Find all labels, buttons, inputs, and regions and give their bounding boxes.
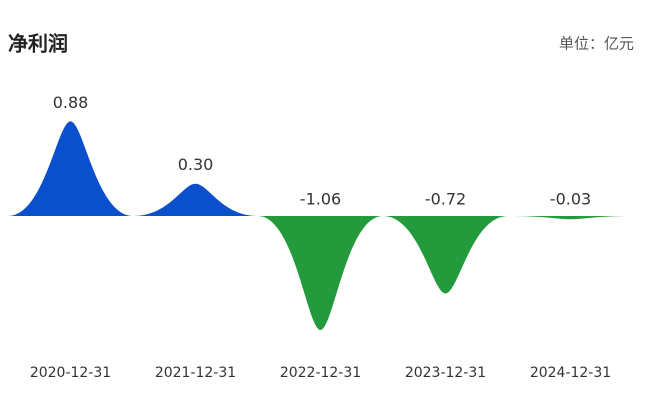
value-label: -0.03 xyxy=(550,190,591,209)
chart-title: 净利润 xyxy=(8,32,68,56)
x-tick-label: 2024-12-31 xyxy=(530,365,611,381)
unit-label: 单位：亿元 xyxy=(559,35,634,53)
value-label: -1.06 xyxy=(300,190,341,209)
spike xyxy=(133,183,258,216)
x-tick-label: 2023-12-31 xyxy=(405,365,486,381)
spike xyxy=(8,121,133,216)
spike xyxy=(508,216,633,220)
x-tick-label: 2020-12-31 xyxy=(30,365,111,381)
spike xyxy=(383,216,508,294)
x-tick-label: 2022-12-31 xyxy=(280,365,361,381)
value-label: -0.72 xyxy=(425,190,466,209)
value-label: 0.88 xyxy=(53,93,89,112)
x-tick-label: 2021-12-31 xyxy=(155,365,236,381)
value-label: 0.30 xyxy=(178,155,214,174)
spike xyxy=(258,216,383,330)
